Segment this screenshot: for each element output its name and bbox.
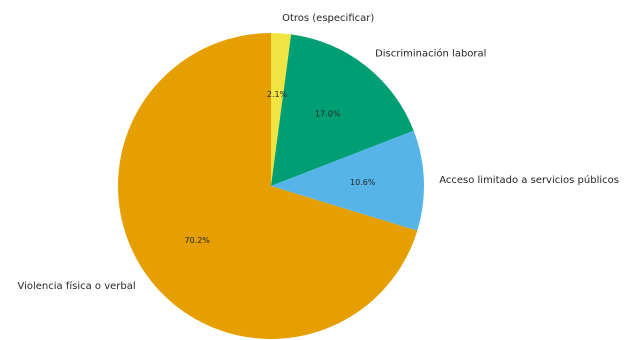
pie-percentage-labels: 2.1% 17.0% 10.6% 70.2% <box>184 90 375 245</box>
pie-pct-label-3: 70.2% <box>184 236 210 245</box>
pie-category-label-3: Violencia física o verbal <box>17 280 135 292</box>
pie-category-labels: Otros (especificar) Discriminación labora… <box>17 13 618 292</box>
pie-slices <box>118 33 424 340</box>
pie-pct-label-1: 17.0% <box>315 109 341 118</box>
pie-slice-3 <box>118 33 418 340</box>
pie-slice-1 <box>271 34 414 186</box>
pie-slice-2 <box>271 130 424 231</box>
pie-pct-label-2: 10.6% <box>350 178 376 187</box>
pie-slice-0 <box>271 33 292 186</box>
pie-category-label-1: Discriminación laboral <box>375 48 486 60</box>
pie-category-label-2: Acceso limitado a servicios públicos <box>439 174 619 186</box>
pie-pct-label-0: 2.1% <box>267 90 288 99</box>
pie-category-label-0: Otros (especificar) <box>282 13 374 24</box>
